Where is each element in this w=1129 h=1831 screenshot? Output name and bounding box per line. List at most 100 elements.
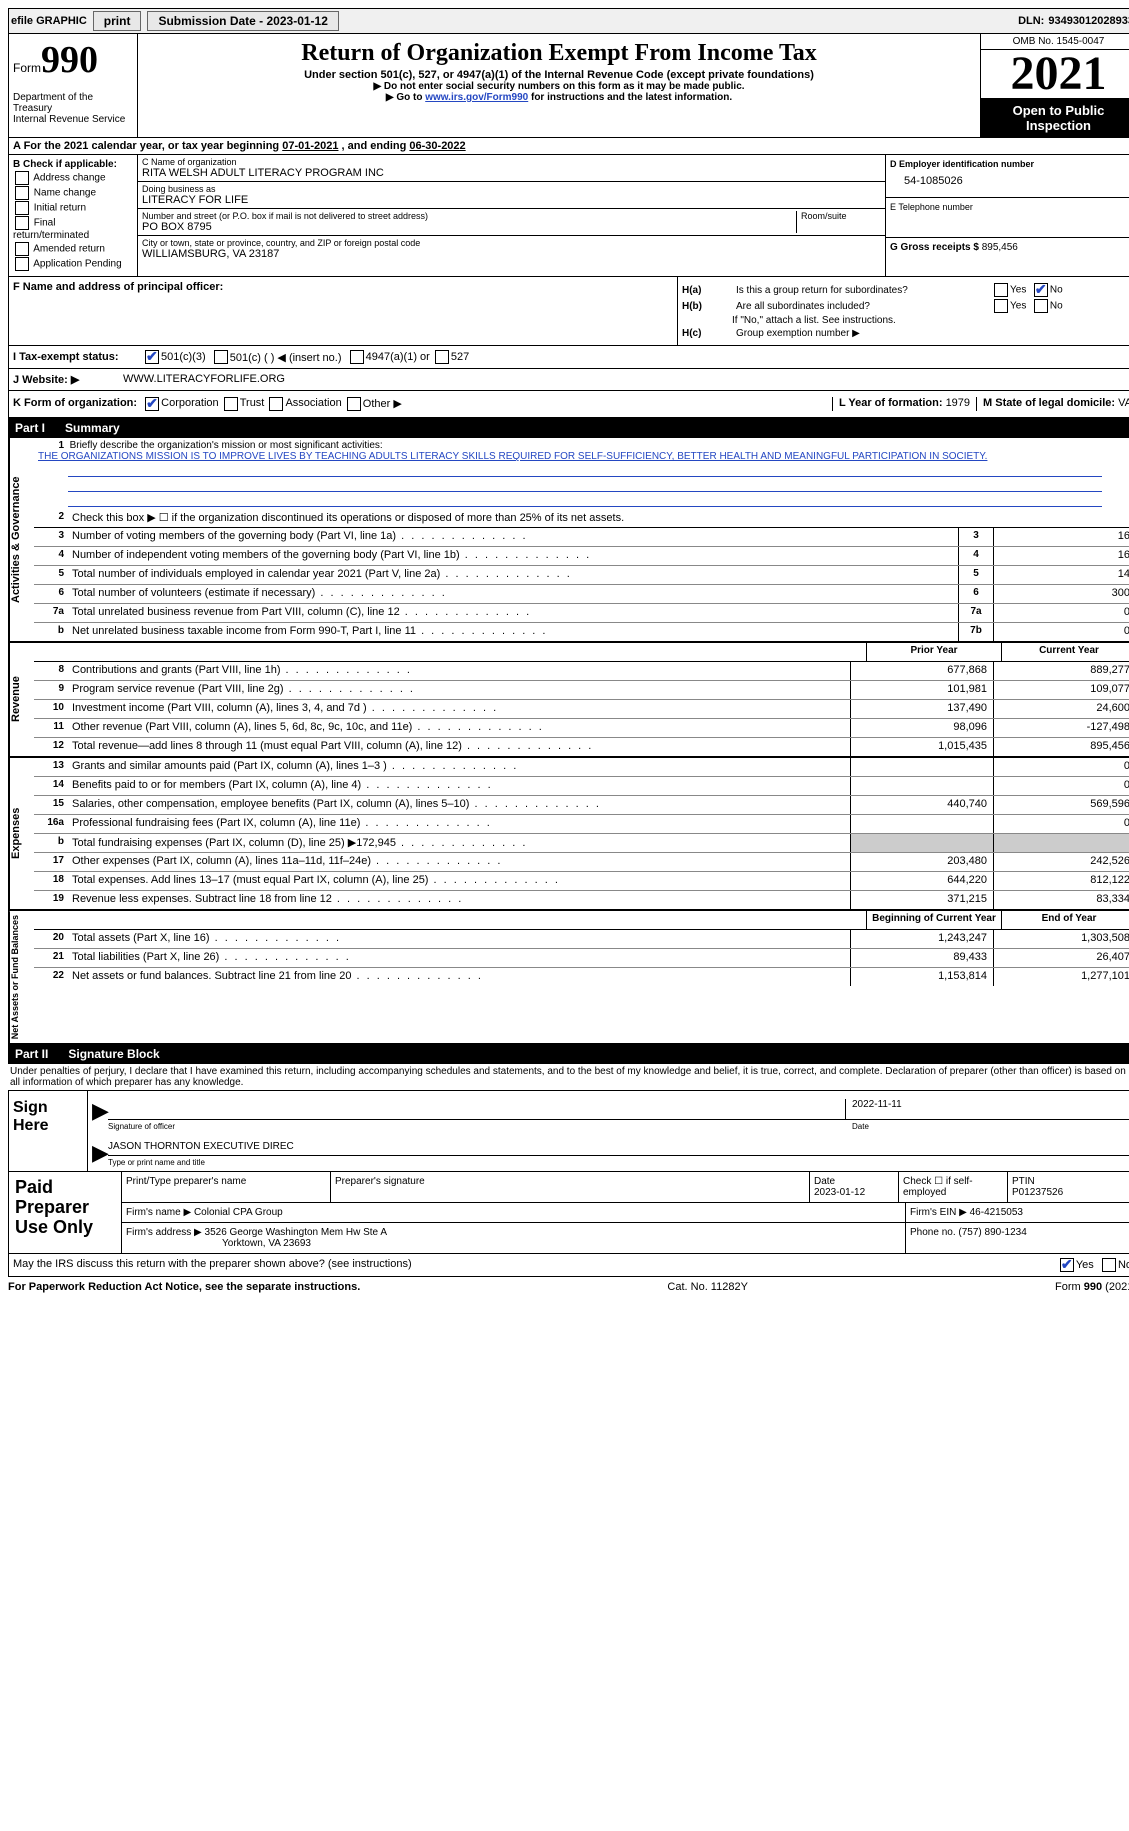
- summary-line: 4Number of independent voting members of…: [34, 547, 1129, 566]
- prep-date: 2023-01-12: [814, 1187, 865, 1198]
- website: WWW.LITERACYFORLIFE.ORG: [123, 373, 285, 386]
- summary-line: 17Other expenses (Part IX, column (A), l…: [34, 853, 1129, 872]
- cb-pending[interactable]: Application Pending: [13, 257, 133, 271]
- page-footer: For Paperwork Reduction Act Notice, see …: [8, 1277, 1129, 1297]
- year-begin: 07-01-2021: [282, 140, 338, 152]
- firm-phone: (757) 890-1234: [958, 1227, 1026, 1238]
- summary-line: 16aProfessional fundraising fees (Part I…: [34, 815, 1129, 834]
- summary-line: 14Benefits paid to or for members (Part …: [34, 777, 1129, 796]
- print-button[interactable]: print: [93, 11, 142, 31]
- summary-line: 9Program service revenue (Part VIII, lin…: [34, 681, 1129, 700]
- cb-other[interactable]: [347, 397, 361, 411]
- penalties-text: Under penalties of perjury, I declare th…: [8, 1064, 1129, 1091]
- expenses-block: Expenses 13Grants and similar amounts pa…: [8, 757, 1129, 910]
- arrow-icon: ▶: [92, 1147, 109, 1158]
- section-c: C Name of organization RITA WELSH ADULT …: [138, 155, 885, 276]
- summary-line: 12Total revenue—add lines 8 through 11 (…: [34, 738, 1129, 756]
- hb-yes[interactable]: [994, 299, 1008, 313]
- org-name: RITA WELSH ADULT LITERACY PROGRAM INC: [142, 167, 881, 179]
- submission-date: Submission Date - 2023-01-12: [147, 11, 338, 31]
- section-i: I Tax-exempt status: 501(c)(3) 501(c) ( …: [8, 346, 1129, 369]
- line-1: 1 Briefly describe the organization's mi…: [34, 438, 1129, 509]
- year-box: OMB No. 1545-0047 2021 Open to Public In…: [980, 34, 1129, 137]
- cb-name-change[interactable]: Name change: [13, 186, 133, 200]
- summary-line: 11Other revenue (Part VIII, column (A), …: [34, 719, 1129, 738]
- paid-preparer-block: Paid Preparer Use Only Print/Type prepar…: [8, 1172, 1129, 1254]
- activities-governance-block: Activities & Governance 1 Briefly descri…: [8, 438, 1129, 642]
- section-klm: K Form of organization: Corporation Trus…: [8, 391, 1129, 418]
- summary-line: 19Revenue less expenses. Subtract line 1…: [34, 891, 1129, 909]
- irs-link[interactable]: www.irs.gov/Form990: [425, 92, 528, 103]
- form-header: Form990 Department of the Treasury Inter…: [8, 34, 1129, 138]
- summary-line: 8Contributions and grants (Part VIII, li…: [34, 662, 1129, 681]
- top-bar: efile GRAPHIC print Submission Date - 20…: [8, 8, 1129, 34]
- section-h: H(a) Is this a group return for subordin…: [677, 277, 1129, 345]
- section-fh: F Name and address of principal officer:…: [8, 277, 1129, 346]
- summary-line: bNet unrelated business taxable income f…: [34, 623, 1129, 641]
- line-a: A For the 2021 calendar year, or tax yea…: [8, 138, 1129, 155]
- section-de: D Employer identification number 54-1085…: [885, 155, 1129, 276]
- org-info-block: B Check if applicable: Address change Na…: [8, 155, 1129, 277]
- section-f: F Name and address of principal officer:: [9, 277, 677, 345]
- summary-line: bTotal fundraising expenses (Part IX, co…: [34, 834, 1129, 853]
- cb-amended[interactable]: Amended return: [13, 242, 133, 256]
- form-note-1: ▶ Do not enter social security numbers o…: [142, 81, 976, 92]
- firm-address: 3526 George Washington Mem Hw Ste A: [205, 1227, 388, 1238]
- form-id-box: Form990 Department of the Treasury Inter…: [9, 34, 138, 137]
- tax-year: 2021: [981, 50, 1129, 99]
- form-number: Form990: [13, 38, 133, 82]
- summary-line: 13Grants and similar amounts paid (Part …: [34, 758, 1129, 777]
- dln: DLN: 93493012028933: [1018, 15, 1129, 27]
- revenue-block: Revenue Prior Year Current Year 8Contrib…: [8, 642, 1129, 757]
- ha-no[interactable]: [1034, 283, 1048, 297]
- year-end: 06-30-2022: [409, 140, 465, 152]
- self-employed-cb[interactable]: Check ☐ if self-employed: [899, 1172, 1008, 1202]
- dba-name: LITERACY FOR LIFE: [142, 194, 881, 206]
- ein: 54-1085026: [890, 169, 1129, 193]
- section-b: B Check if applicable: Address change Na…: [9, 155, 138, 276]
- discuss-no[interactable]: [1102, 1258, 1116, 1272]
- cb-corp[interactable]: [145, 397, 159, 411]
- cb-501c3[interactable]: [145, 350, 159, 364]
- mission-text: THE ORGANIZATIONS MISSION IS TO IMPROVE …: [38, 451, 1129, 462]
- form-subtitle: Under section 501(c), 527, or 4947(a)(1)…: [142, 69, 976, 81]
- summary-line: 6Total number of volunteers (estimate if…: [34, 585, 1129, 604]
- summary-line: 15Salaries, other compensation, employee…: [34, 796, 1129, 815]
- ha-yes[interactable]: [994, 283, 1008, 297]
- discuss-row: May the IRS discuss this return with the…: [8, 1254, 1129, 1277]
- summary-line: 5Total number of individuals employed in…: [34, 566, 1129, 585]
- cb-trust[interactable]: [224, 397, 238, 411]
- summary-line: 21Total liabilities (Part X, line 26)89,…: [34, 949, 1129, 968]
- cb-501c[interactable]: [214, 350, 228, 364]
- cb-address-change[interactable]: Address change: [13, 171, 133, 185]
- form-title-box: Return of Organization Exempt From Incom…: [138, 34, 980, 137]
- cb-4947[interactable]: [350, 350, 364, 364]
- line-2: Check this box ▶ ☐ if the organization d…: [68, 509, 1129, 527]
- department: Department of the Treasury: [13, 92, 133, 114]
- street-address: PO BOX 8795: [142, 221, 796, 233]
- city-state-zip: WILLIAMSBURG, VA 23187: [142, 248, 881, 260]
- efile-label: efile GRAPHIC: [11, 15, 87, 27]
- open-inspection: Open to Public Inspection: [981, 99, 1129, 137]
- part-2-header: Part II Signature Block: [8, 1044, 1129, 1064]
- summary-line: 18Total expenses. Add lines 13–17 (must …: [34, 872, 1129, 891]
- part-1-header: Part I Summary: [8, 418, 1129, 438]
- summary-line: 7aTotal unrelated business revenue from …: [34, 604, 1129, 623]
- sign-here-block: Sign Here ▶ 2022-11-11 Signature of offi…: [8, 1091, 1129, 1172]
- hb-no[interactable]: [1034, 299, 1048, 313]
- section-j: J Website: ▶ WWW.LITERACYFORLIFE.ORG: [8, 369, 1129, 391]
- form-note-2: ▶ Go to www.irs.gov/Form990 for instruct…: [142, 92, 976, 103]
- cb-assoc[interactable]: [269, 397, 283, 411]
- net-assets-block: Net Assets or Fund Balances Beginning of…: [8, 910, 1129, 1044]
- form-title: Return of Organization Exempt From Incom…: [142, 40, 976, 67]
- cb-initial[interactable]: Initial return: [13, 201, 133, 215]
- arrow-icon: ▶: [92, 1105, 109, 1116]
- year-formation: L Year of formation: 1979: [832, 397, 976, 411]
- sign-date: 2022-11-11: [845, 1099, 1129, 1119]
- firm-ein: 46-4215053: [970, 1207, 1023, 1218]
- irs-label: Internal Revenue Service: [13, 114, 133, 125]
- officer-name: JASON THORNTON EXECUTIVE DIREC: [108, 1135, 294, 1155]
- discuss-yes[interactable]: [1060, 1258, 1074, 1272]
- cb-final[interactable]: Final return/terminated: [13, 216, 133, 241]
- cb-527[interactable]: [435, 350, 449, 364]
